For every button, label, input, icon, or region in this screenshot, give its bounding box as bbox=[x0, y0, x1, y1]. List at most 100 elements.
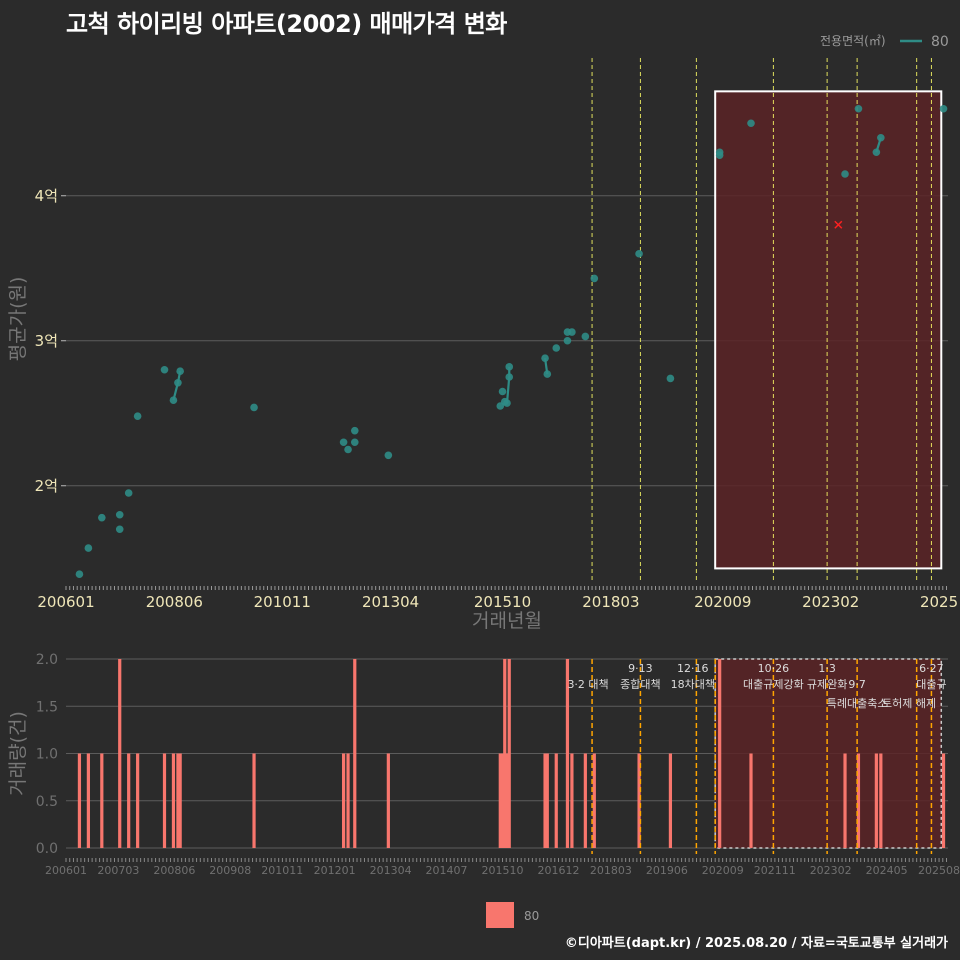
data-point bbox=[715, 148, 724, 157]
data-point bbox=[133, 412, 142, 420]
bar-y-tick-label: 0.0 bbox=[36, 841, 58, 857]
highlight-region bbox=[714, 90, 943, 570]
volume-bar bbox=[86, 753, 90, 848]
data-point bbox=[581, 332, 590, 341]
volume-bar bbox=[503, 659, 507, 848]
policy-annotation: 1·3 bbox=[818, 662, 836, 675]
volume-bar bbox=[100, 753, 104, 848]
volume-bar bbox=[252, 753, 256, 848]
data-point bbox=[543, 370, 552, 378]
data-point bbox=[339, 438, 348, 447]
y-axis-title: 평균가(원) bbox=[7, 277, 29, 362]
data-point bbox=[590, 274, 599, 283]
bar-x-tick-label: 201407 bbox=[426, 864, 468, 877]
bar-x-tick-label: 200601 bbox=[45, 864, 87, 877]
bar-y-tick-label: 1.5 bbox=[36, 699, 58, 715]
bar-x-tick-label: 201803 bbox=[590, 864, 632, 877]
data-point bbox=[169, 396, 178, 405]
volume-bar bbox=[386, 753, 390, 848]
y-tick-label: 3억 bbox=[35, 332, 58, 350]
data-point bbox=[568, 328, 576, 336]
data-point bbox=[939, 104, 948, 113]
bar-y-axis-title: 거래량(건) bbox=[7, 711, 29, 796]
policy-annotation: 10·26 bbox=[758, 662, 790, 675]
data-point bbox=[84, 544, 93, 552]
bar-x-tick-label: 200908 bbox=[209, 864, 251, 877]
x-tick-label: 200601 bbox=[37, 593, 94, 611]
data-point bbox=[115, 510, 124, 519]
volume-bar bbox=[592, 753, 596, 848]
policy-annotation: 대출규제강화 bbox=[743, 678, 804, 691]
data-point bbox=[176, 367, 184, 376]
volume-bar bbox=[500, 753, 505, 848]
x-tick-label: 202302 bbox=[802, 593, 859, 611]
volume-bar bbox=[353, 659, 357, 848]
area-legend: 전용면적(㎡) 80 bbox=[820, 34, 949, 50]
volume-bar bbox=[856, 753, 861, 848]
data-point bbox=[124, 489, 133, 497]
data-point bbox=[350, 426, 359, 435]
data-point bbox=[344, 445, 352, 454]
data-point bbox=[498, 387, 507, 396]
volume-bar bbox=[583, 753, 587, 848]
x-tick-label: 201304 bbox=[362, 593, 419, 611]
data-point bbox=[552, 344, 561, 352]
bar-legend-label: 80 bbox=[524, 909, 539, 923]
bar-x-tick-label: 202508 bbox=[918, 864, 960, 877]
volume-bar bbox=[749, 753, 753, 848]
volume-bar bbox=[178, 753, 182, 848]
policy-annotation: 9·13 bbox=[628, 662, 653, 675]
legend-title: 전용면적(㎡) bbox=[820, 34, 886, 48]
bar-x-tick-label: 201201 bbox=[314, 864, 356, 877]
volume-bar bbox=[874, 753, 878, 848]
y-tick-label: 4억 bbox=[35, 187, 58, 205]
volume-bar bbox=[118, 659, 122, 848]
policy-annotation: 12·16 bbox=[677, 662, 709, 675]
bar-x-tick-label: 201304 bbox=[370, 864, 412, 877]
volume-bar bbox=[346, 753, 350, 848]
policy-annotation: 종합대책 bbox=[620, 678, 660, 691]
x-axis-title: 거래년월 bbox=[472, 610, 542, 632]
bar-legend: 80 bbox=[486, 902, 539, 928]
data-point bbox=[250, 403, 258, 412]
volume-bar bbox=[341, 753, 346, 848]
x-tick-label: 2025 bbox=[920, 593, 958, 611]
bar-x-tick-label: 200806 bbox=[153, 864, 195, 877]
volume-bar bbox=[543, 753, 547, 848]
data-point bbox=[115, 525, 124, 534]
policy-annotation: 규제완화 bbox=[807, 678, 847, 691]
data-point bbox=[75, 570, 84, 578]
data-point bbox=[98, 513, 106, 522]
volume-bar bbox=[507, 659, 511, 848]
volume-bar bbox=[171, 753, 176, 848]
data-point bbox=[563, 336, 572, 345]
bar-highlight-region bbox=[714, 658, 943, 849]
volume-bar bbox=[879, 753, 883, 848]
series-line bbox=[505, 366, 511, 404]
policy-annotation: 토허제 해제 bbox=[882, 696, 936, 710]
data-point bbox=[747, 119, 755, 128]
data-point bbox=[160, 365, 169, 374]
data-point bbox=[350, 438, 359, 447]
data-point bbox=[503, 399, 511, 407]
policy-annotation: 대출규 bbox=[916, 678, 946, 691]
copyright-note: ©디아파트(dapt.kr) / 2025.08.20 / 자료=국토교통부 실… bbox=[564, 936, 948, 951]
bar-x-tick-label: 201011 bbox=[261, 864, 303, 877]
volume-bar bbox=[570, 753, 574, 848]
data-point bbox=[841, 170, 849, 178]
policy-annotation: 3·2 대책 bbox=[567, 678, 608, 691]
volume-bar bbox=[127, 753, 131, 848]
policy-annotation: 18차대책 bbox=[671, 678, 715, 691]
bar-x-tick-label: 202111 bbox=[754, 864, 796, 877]
y-tick-label: 2억 bbox=[35, 477, 58, 495]
policy-annotation: 6·27 bbox=[919, 662, 944, 675]
data-point bbox=[666, 374, 675, 383]
x-tick-label: 201803 bbox=[582, 593, 639, 611]
volume-bar bbox=[505, 753, 509, 848]
x-tick-label: 201510 bbox=[474, 593, 531, 611]
bar-x-tick-label: 202405 bbox=[866, 864, 908, 877]
volume-bar-plot: 0.0 0.5 1.0 1.5 2.0 3·2 대책 9·13 종합대책 12·16 18차대책 1… bbox=[7, 652, 960, 877]
bar-x-tick-label: 201510 bbox=[482, 864, 524, 877]
bar-x-tick-label: 202302 bbox=[810, 864, 852, 877]
data-point bbox=[854, 104, 863, 113]
